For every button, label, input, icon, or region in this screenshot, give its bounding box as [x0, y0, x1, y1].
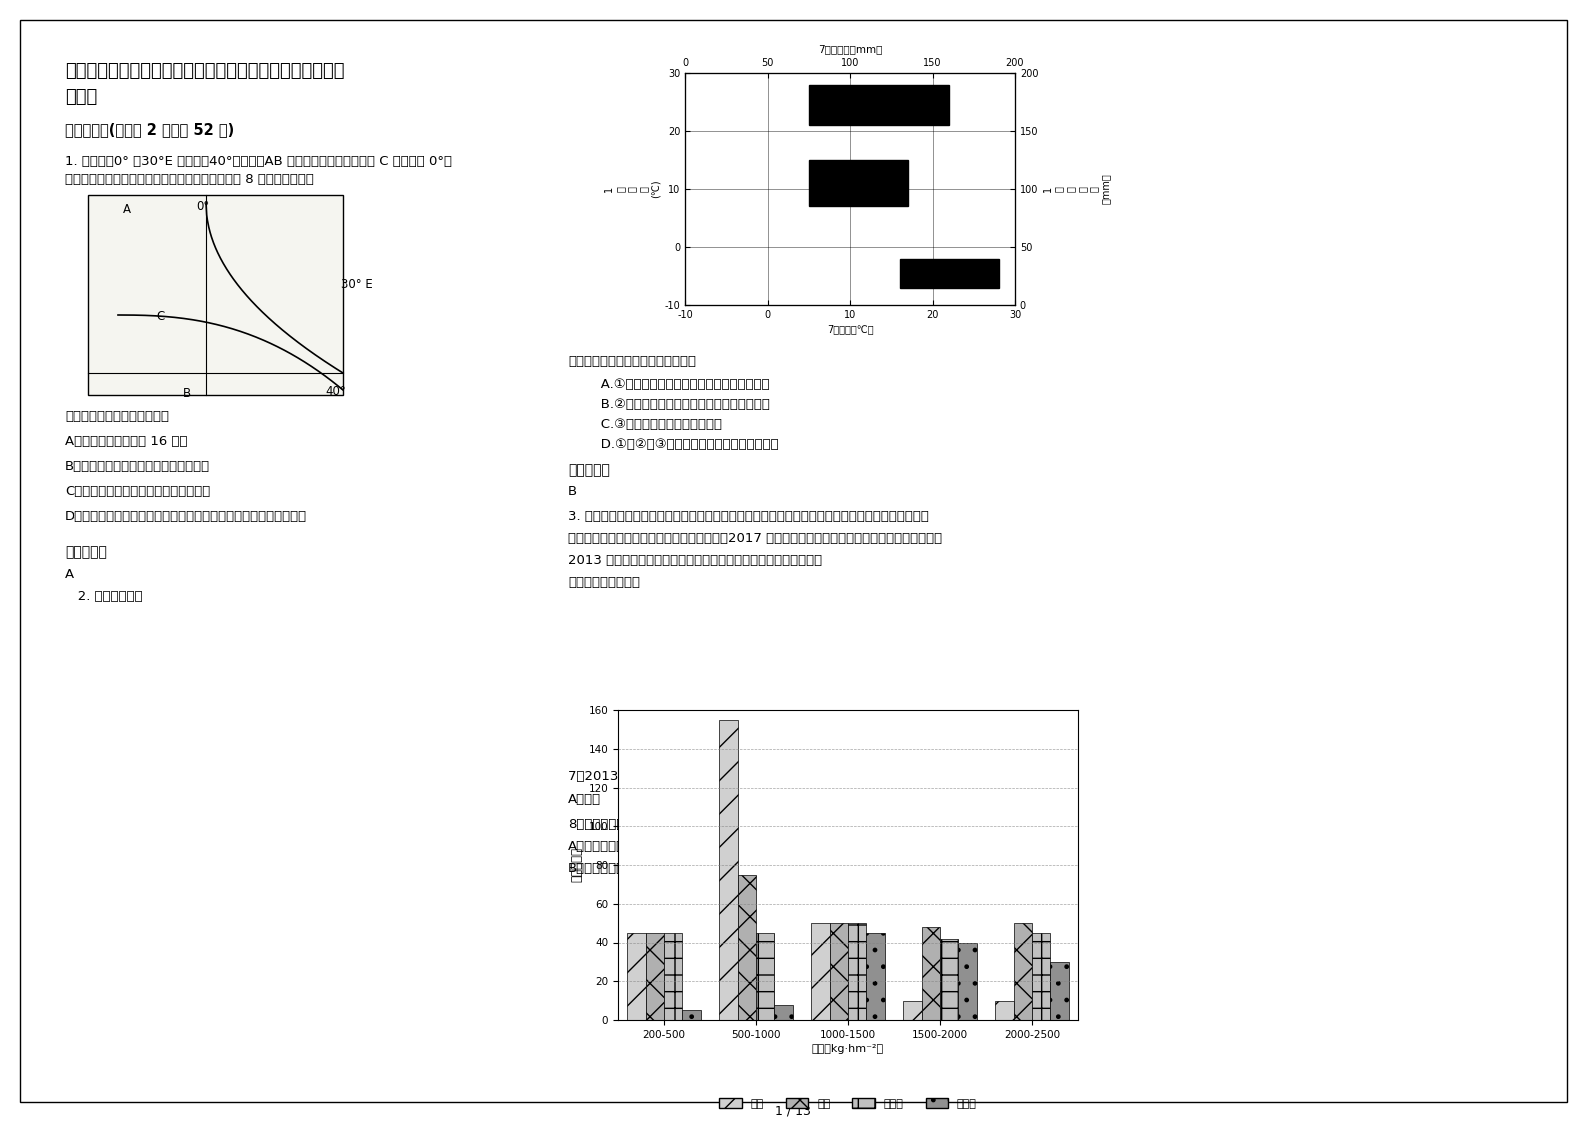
- Bar: [646, 932, 663, 1020]
- Bar: [900, 258, 998, 287]
- X-axis label: 单产（kg·hm⁻²）: 单产（kg·hm⁻²）: [813, 1043, 884, 1054]
- Text: 据此完成下列小题。: 据此完成下列小题。: [568, 576, 640, 589]
- Text: A．北京的昼长大约是 16 小时: A．北京的昼长大约是 16 小时: [65, 435, 187, 448]
- Text: 2. 读气候资料图: 2. 读气候资料图: [65, 590, 143, 603]
- Text: 含解析: 含解析: [65, 88, 97, 105]
- Text: A．苔麸: A．苔麸: [568, 793, 601, 806]
- Text: D．草豌豆: D．草豌豆: [889, 793, 930, 806]
- Legend: 苔麸, 小麦, 鹰嘴豆, 草豌豆: 苔麸, 小麦, 鹰嘴豆, 草豌豆: [714, 1094, 981, 1113]
- Y-axis label: 户数（户）: 户数（户）: [570, 847, 582, 883]
- Text: C.③气候类型最适宜发展种植业: C.③气候类型最适宜发展种植业: [589, 419, 722, 431]
- Bar: [809, 84, 949, 126]
- Text: B: B: [183, 387, 190, 401]
- X-axis label: 7月均温（℃）: 7月均温（℃）: [827, 324, 873, 334]
- Bar: [995, 1001, 1014, 1020]
- Text: C．鹰嘴豆: C．鹰嘴豆: [768, 793, 809, 806]
- Text: 8．研究人员发现援建公路通车后，公路沿线地区小麦和鹰嘴豆的单产量著提高，这是因为: 8．研究人员发现援建公路通车后，公路沿线地区小麦和鹰嘴豆的单产量著提高，这是因为: [568, 818, 889, 831]
- Bar: [940, 939, 959, 1020]
- Text: B.②气候类型主要分布在亚热带大陆东岸地区: B.②气候类型主要分布在亚热带大陆东岸地区: [589, 398, 770, 411]
- Text: A．农产品销售便利，农民生产投入增多: A．农产品销售便利，农民生产投入增多: [568, 840, 713, 853]
- Text: A.①气候类型受两种气压带，风带的交替控制: A.①气候类型受两种气压带，风带的交替控制: [589, 378, 770, 390]
- Text: D．悉尼一天中太阳在天空中的运行方向是：东南升一正南一西南落: D．悉尼一天中太阳在天空中的运行方向是：东南升一正南一西南落: [65, 511, 308, 523]
- Text: C: C: [156, 310, 163, 323]
- Y-axis label: 1
月
降
水
量
（mm）: 1 月 降 水 量 （mm）: [1043, 174, 1111, 204]
- Y-axis label: 1
月
均
温
(℃): 1 月 均 温 (℃): [603, 180, 660, 199]
- Text: 2013 年津奇地区苔麸、小麦、鹰嘴豆和草豌豆不同单产的农户数。: 2013 年津奇地区苔麸、小麦、鹰嘴豆和草豌豆不同单产的农户数。: [568, 554, 822, 567]
- Bar: [903, 1001, 922, 1020]
- Bar: [755, 932, 774, 1020]
- Bar: [1032, 932, 1051, 1020]
- Bar: [811, 923, 830, 1020]
- Text: 图示时刻，下列描述准确的是: 图示时刻，下列描述准确的是: [65, 410, 168, 423]
- Bar: [719, 719, 738, 1020]
- Text: D.①、②、③三种气候类型夏季均是高温多雨: D.①、②、③三种气候类型夏季均是高温多雨: [589, 438, 779, 451]
- Bar: [922, 927, 940, 1020]
- Text: 广西壮族自治区河池市北山镇中学高三地理下学期期末试卷: 广西壮族自治区河池市北山镇中学高三地理下学期期末试卷: [65, 62, 344, 80]
- Text: B．机械化耕作便利，农业生产规模扩大: B．机械化耕作便利，农业生产规模扩大: [568, 862, 713, 875]
- Text: 线的夹角达到一年中最大值；此时伦敦为当地时间 8 点整。据此回答: 线的夹角达到一年中最大值；此时伦敦为当地时间 8 点整。据此回答: [65, 173, 314, 186]
- Text: 1. 下图中，0° 、30°E 为经线，40°为纬线。AB 为晨昏线，与纬线相交于 C 点，且与 0°经: 1. 下图中，0° 、30°E 为经线，40°为纬线。AB 为晨昏线，与纬线相交…: [65, 155, 452, 168]
- Text: 7．2013 年，津奇地区单产最高的农作物最可能是: 7．2013 年，津奇地区单产最高的农作物最可能是: [568, 770, 767, 783]
- Text: 40°: 40°: [325, 385, 346, 398]
- Bar: [663, 932, 682, 1020]
- Text: B．小麦: B．小麦: [668, 793, 701, 806]
- Bar: [847, 923, 867, 1020]
- Bar: [87, 195, 343, 395]
- Text: A: A: [124, 203, 132, 217]
- Text: 参考答案：: 参考答案：: [568, 463, 609, 477]
- Bar: [830, 923, 847, 1020]
- Text: 30° E: 30° E: [341, 278, 373, 291]
- Bar: [1051, 962, 1068, 1020]
- Text: B: B: [568, 485, 578, 498]
- Bar: [1014, 923, 1032, 1020]
- Text: B．此时，华北平原的水盐运动相对稳定: B．此时，华北平原的水盐运动相对稳定: [65, 460, 209, 473]
- Bar: [627, 932, 646, 1020]
- Text: 参考答案：: 参考答案：: [65, 545, 106, 559]
- Text: 一、选择题(每小题 2 分，共 52 分): 一、选择题(每小题 2 分，共 52 分): [65, 122, 235, 137]
- Bar: [738, 875, 755, 1020]
- Bar: [809, 160, 908, 206]
- Bar: [959, 942, 978, 1020]
- Text: 0°: 0°: [197, 200, 209, 213]
- Text: 的农作物有苔麸、小麦、鹰嘴豆、草豌豆等。2017 年中国为津奇地区援建的公路正式通车。下图示意: 的农作物有苔麸、小麦、鹰嘴豆、草豌豆等。2017 年中国为津奇地区援建的公路正式…: [568, 532, 943, 545]
- Bar: [682, 1010, 701, 1020]
- Text: 1 / 13: 1 / 13: [774, 1105, 811, 1118]
- Bar: [867, 932, 886, 1020]
- Text: A: A: [65, 568, 75, 581]
- Text: C．南极臭氧空洞的范围达一年中最大值: C．南极臭氧空洞的范围达一年中最大值: [65, 485, 209, 498]
- X-axis label: 7月降水量（mm）: 7月降水量（mm）: [817, 45, 882, 55]
- Text: 3. 东非埃塞俄比亚的津奇地区经济落后，交通不便，农业以自给自足的小农经营方式为主，农户生产: 3. 东非埃塞俄比亚的津奇地区经济落后，交通不便，农业以自给自足的小农经营方式为…: [568, 511, 928, 523]
- Bar: [774, 1004, 794, 1020]
- Text: 关于三种气候类型的叙述，正确的是: 关于三种气候类型的叙述，正确的是: [568, 355, 697, 368]
